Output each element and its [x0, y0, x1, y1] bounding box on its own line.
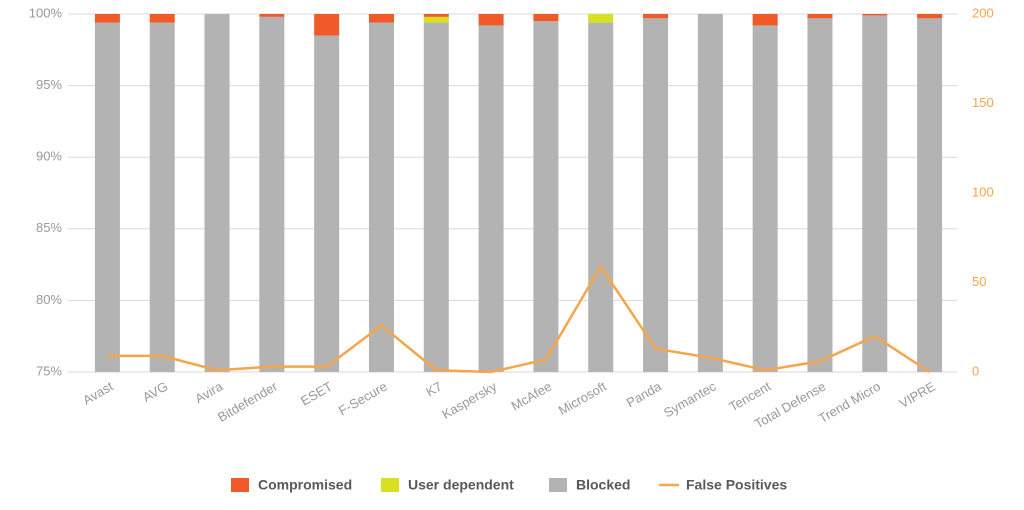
- bar-segment: [259, 16, 285, 372]
- bar-segment: [94, 14, 120, 23]
- y-tick-label: 90%: [36, 149, 62, 164]
- y2-tick-label: 0: [972, 363, 979, 378]
- x-tick-label: Panda: [624, 378, 665, 410]
- bar-segment: [643, 14, 669, 19]
- bar-segment: [533, 14, 559, 22]
- bar-segment: [368, 22, 394, 372]
- x-tick-label: Avira: [192, 378, 226, 406]
- bar-segment: [478, 25, 504, 373]
- bar-segment: [862, 15, 888, 372]
- bar-segment: [643, 18, 669, 373]
- y-tick-label: 85%: [36, 220, 62, 235]
- x-tick-label: Kaspersky: [439, 378, 499, 422]
- bar-segment: [752, 14, 778, 26]
- x-tick-label: Avast: [80, 378, 116, 407]
- legend-swatch: [231, 478, 249, 492]
- bar-segment: [314, 14, 340, 36]
- y-tick-label: 80%: [36, 292, 62, 307]
- x-tick-label: Symantec: [661, 378, 719, 420]
- bar-segment: [588, 22, 614, 372]
- bar-segment: [423, 22, 449, 372]
- bar-segment: [807, 14, 833, 19]
- bar-segment: [917, 18, 943, 373]
- bar-segment: [697, 14, 723, 372]
- bar-segment: [368, 14, 394, 23]
- legend-swatch: [381, 478, 399, 492]
- line-series: [107, 264, 931, 374]
- legend: Compromised User dependent Blocked False Po…: [231, 477, 787, 493]
- bar-segment: [94, 22, 120, 372]
- bar-segment: [149, 22, 175, 372]
- x-tick-label: K7: [423, 379, 444, 400]
- bar-segment: [259, 14, 285, 17]
- legend-swatch: [549, 478, 567, 492]
- x-tick-label: Bitdefender: [215, 378, 281, 425]
- x-tick-label: Microsoft: [556, 378, 610, 418]
- bar-segment: [423, 16, 449, 23]
- bar-segment: [314, 35, 340, 372]
- x-tick-label: F-Secure: [336, 379, 390, 419]
- y2-tick-label: 50: [972, 274, 986, 289]
- bar-segment: [533, 21, 559, 372]
- x-tick-label: Trend Micro: [816, 379, 883, 426]
- y-tick-label: 100%: [29, 5, 63, 20]
- bar-segment: [807, 18, 833, 373]
- legend-label: Compromised: [258, 477, 352, 493]
- legend-label: User dependent: [408, 477, 514, 493]
- y2-tick-label: 150: [972, 95, 994, 110]
- x-tick-label: McAfee: [508, 379, 554, 414]
- y2-tick-label: 200: [972, 5, 994, 20]
- y2-tick-label: 100: [972, 184, 994, 199]
- y-tick-label: 95%: [36, 77, 62, 92]
- bar-segment: [149, 14, 175, 23]
- x-tick-label: AVG: [140, 379, 170, 405]
- bar-segment: [423, 14, 449, 17]
- y-tick-label: 75%: [36, 363, 62, 378]
- bar-segment: [478, 14, 504, 26]
- legend-label: Blocked: [576, 477, 630, 493]
- bar-segment: [862, 14, 888, 16]
- bar-segment: [752, 25, 778, 373]
- bar-segment: [204, 14, 230, 372]
- bar-segment: [588, 14, 614, 23]
- legend-label: False Positives: [686, 477, 787, 493]
- x-tick-label: VIPRE: [897, 378, 939, 411]
- x-tick-label: ESET: [298, 379, 335, 409]
- bar-segment: [917, 14, 943, 19]
